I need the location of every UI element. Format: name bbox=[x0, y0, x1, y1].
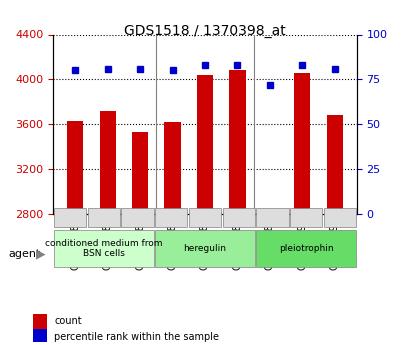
Bar bbox=[164, 122, 180, 214]
Bar bbox=[326, 115, 342, 214]
Text: conditioned medium from
BSN cells: conditioned medium from BSN cells bbox=[45, 239, 162, 258]
Bar bbox=[132, 132, 148, 214]
Text: ▶: ▶ bbox=[36, 247, 46, 260]
FancyBboxPatch shape bbox=[222, 208, 254, 227]
Bar bbox=[294, 73, 310, 214]
Bar bbox=[33, 314, 47, 329]
Text: heregulin: heregulin bbox=[183, 244, 226, 253]
FancyBboxPatch shape bbox=[256, 208, 288, 227]
Text: GDS1518 / 1370398_at: GDS1518 / 1370398_at bbox=[124, 24, 285, 38]
FancyBboxPatch shape bbox=[88, 208, 120, 227]
FancyBboxPatch shape bbox=[155, 208, 187, 227]
Bar bbox=[99, 111, 115, 214]
Bar bbox=[229, 70, 245, 214]
Bar bbox=[33, 329, 47, 345]
Bar bbox=[261, 211, 277, 214]
FancyBboxPatch shape bbox=[189, 208, 220, 227]
FancyBboxPatch shape bbox=[54, 230, 153, 267]
Bar bbox=[67, 121, 83, 214]
FancyBboxPatch shape bbox=[323, 208, 355, 227]
FancyBboxPatch shape bbox=[256, 230, 355, 267]
FancyBboxPatch shape bbox=[289, 208, 321, 227]
FancyBboxPatch shape bbox=[54, 208, 86, 227]
FancyBboxPatch shape bbox=[121, 208, 153, 227]
Text: agent: agent bbox=[8, 249, 40, 258]
Text: pleiotrophin: pleiotrophin bbox=[278, 244, 333, 253]
Text: percentile rank within the sample: percentile rank within the sample bbox=[54, 332, 219, 342]
Bar bbox=[196, 75, 213, 214]
Text: count: count bbox=[54, 316, 82, 326]
FancyBboxPatch shape bbox=[155, 230, 254, 267]
